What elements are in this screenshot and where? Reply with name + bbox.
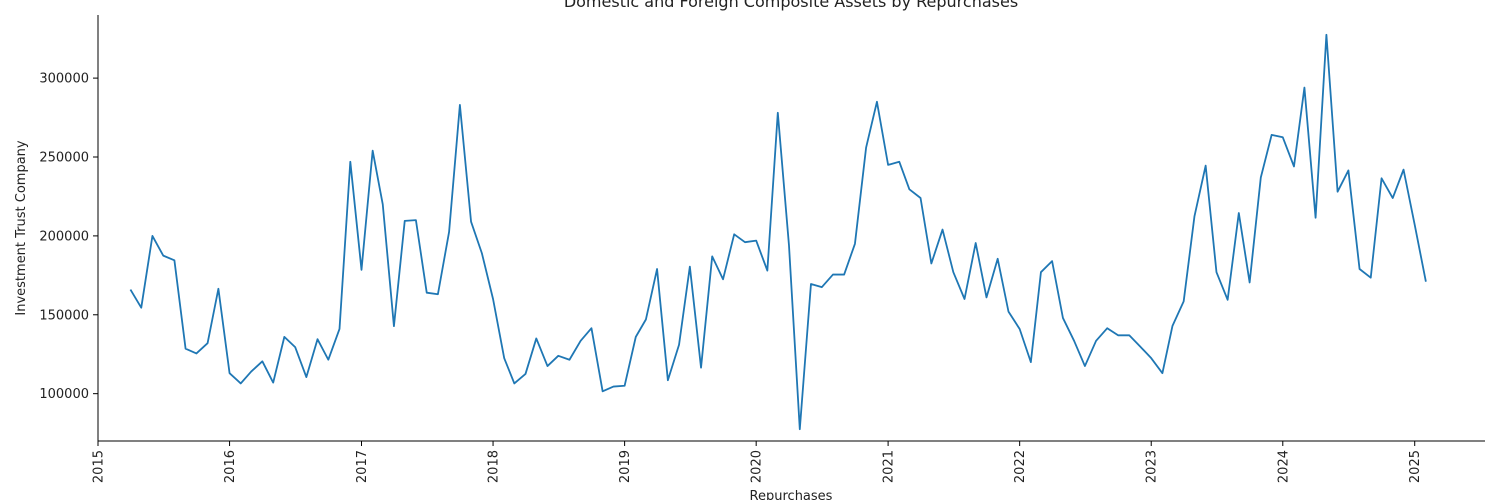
x-tick-label: 2015	[92, 450, 107, 483]
y-tick-label: 250000	[39, 151, 89, 166]
chart-title: Domestic and Foreign Composite Assets by…	[564, 0, 1018, 11]
y-axis-ticks: 100000 150000 200000 250000 300000	[39, 72, 98, 402]
x-tick-label: 2022	[1013, 450, 1028, 483]
x-tick-label: 2018	[487, 450, 502, 483]
x-axis-title: Repurchases	[750, 489, 833, 500]
x-tick-label: 2025	[1408, 450, 1423, 483]
x-tick-label: 2016	[223, 450, 238, 483]
y-tick-label: 200000	[39, 229, 89, 244]
x-tick-label: 2024	[1276, 450, 1291, 483]
y-tick-label: 300000	[39, 72, 89, 87]
x-tick-label: 2020	[750, 450, 765, 483]
y-axis-title: Investment Trust Company	[14, 140, 29, 316]
series-line	[129, 33, 1427, 431]
y-tick-label: 100000	[39, 387, 89, 402]
x-axis-ticks: 2015 2016 2017 2018 2019 2020 2021 2022 2023 2024…	[92, 441, 1423, 483]
y-tick-label: 150000	[39, 308, 89, 323]
x-tick-label: 2021	[882, 450, 897, 483]
x-tick-label: 2023	[1145, 450, 1160, 483]
x-tick-label: 2017	[355, 450, 370, 483]
x-tick-label: 2019	[618, 450, 633, 483]
